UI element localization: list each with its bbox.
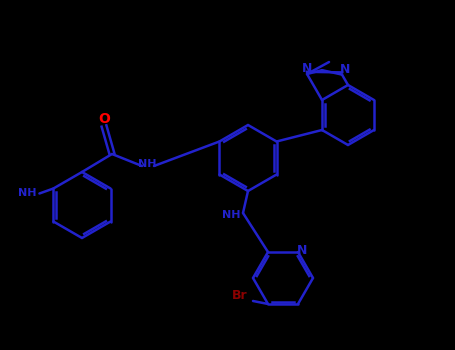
Text: N: N <box>297 244 307 257</box>
Text: N: N <box>340 63 350 76</box>
Text: NH: NH <box>138 159 156 169</box>
Text: Br: Br <box>232 289 248 302</box>
Text: NH: NH <box>18 189 37 198</box>
Text: O: O <box>98 112 110 126</box>
Text: NH: NH <box>222 210 240 220</box>
Text: N: N <box>302 62 312 75</box>
